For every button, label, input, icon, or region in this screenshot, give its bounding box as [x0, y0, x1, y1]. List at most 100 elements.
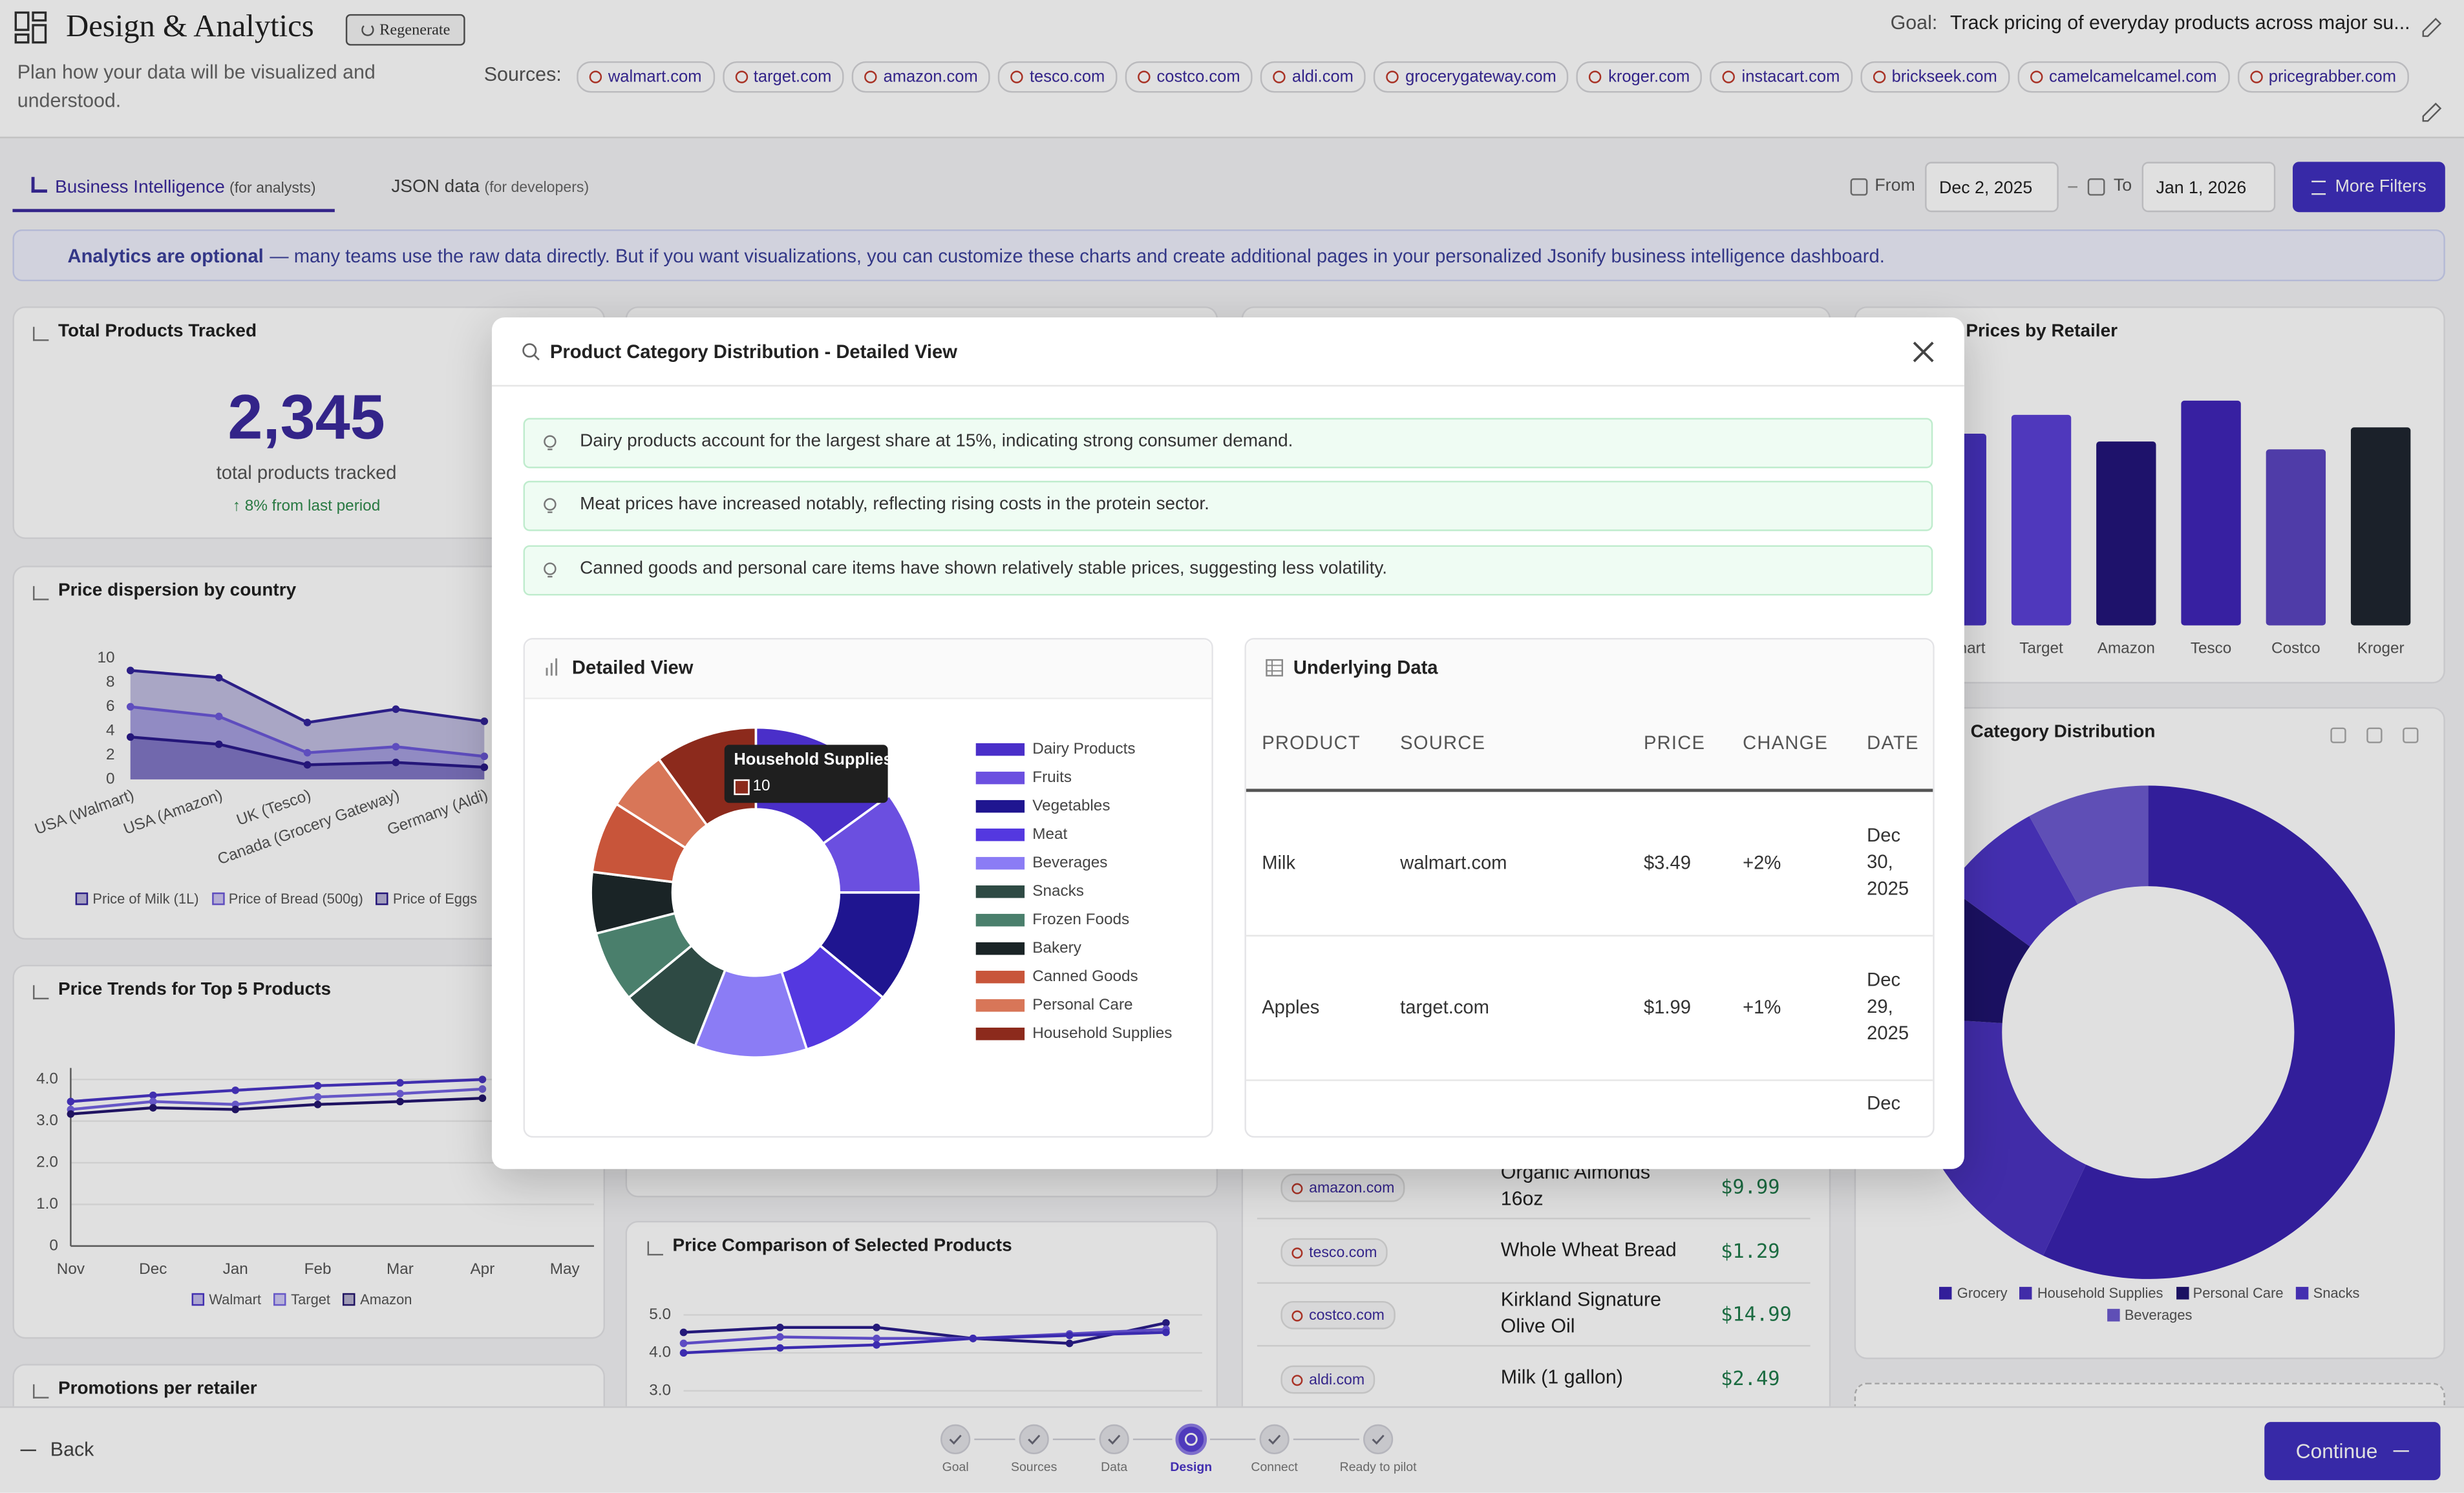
- source-pill[interactable]: tesco.com: [998, 61, 1118, 93]
- panel-title: Detailed View: [571, 656, 694, 679]
- source-icon: [2030, 70, 2043, 83]
- source-pill[interactable]: walmart.com: [577, 61, 714, 93]
- row-divider: [1257, 1345, 1811, 1347]
- legend-swatch: [2295, 1287, 2309, 1300]
- source-pill[interactable]: brickseek.com: [1860, 61, 2010, 93]
- card-title: Price dispersion by country: [58, 581, 297, 600]
- source-name: pricegrabber.com: [2268, 67, 2397, 87]
- continue-button[interactable]: Continue: [2264, 1422, 2441, 1481]
- insight-text: Dairy products account for the largest s…: [580, 432, 1293, 451]
- source-name: walmart.com: [608, 67, 702, 87]
- more-filters-button[interactable]: More Filters: [2293, 162, 2445, 213]
- legend-label: Beverages: [2124, 1307, 2193, 1324]
- table-cell: Apples: [1262, 996, 1320, 1019]
- to-date-input[interactable]: Jan 1, 2026: [2141, 162, 2276, 213]
- source-icon: [1138, 70, 1151, 83]
- legend-item[interactable]: Personal Care: [2175, 1286, 2284, 1301]
- table-body: Milk walmart.com $3.49 +2% Dec 30, 2025 Apple…: [1246, 792, 1933, 1136]
- continue-arrow: [2393, 1450, 2409, 1452]
- card-icon: [33, 985, 49, 1000]
- card-action-icon[interactable]: [2403, 727, 2419, 743]
- source-name: kroger.com: [1608, 67, 1690, 87]
- button-label: Back: [50, 1438, 94, 1461]
- legend-label: Amazon: [360, 1291, 412, 1308]
- source-pill[interactable]: target.com: [722, 61, 844, 93]
- source-icon: [1873, 70, 1885, 83]
- legend-item[interactable]: Beverages: [2107, 1308, 2192, 1323]
- row-divider: [1246, 1079, 1933, 1081]
- product-name: Milk (1 gallon): [1500, 1366, 1623, 1388]
- regenerate-button[interactable]: Regenerate: [345, 14, 465, 46]
- insight-box: [523, 418, 1933, 469]
- table-cell: target.com: [1400, 996, 1489, 1019]
- legend-item[interactable]: Amazon: [343, 1291, 412, 1308]
- card-icon: [33, 326, 49, 341]
- button-label: Regenerate: [379, 21, 451, 39]
- table-cell: +1%: [1743, 996, 1781, 1019]
- legend-label: Snacks: [2313, 1285, 2360, 1301]
- legend-swatch: [75, 892, 89, 905]
- source-pill[interactable]: tesco.com: [1280, 1238, 1388, 1267]
- source-pill[interactable]: camelcamelcamel.com: [2017, 61, 2230, 93]
- source-name: tesco.com: [1029, 67, 1105, 87]
- goal-label: Goal:: [1890, 12, 1938, 34]
- card-action-icon[interactable]: [2366, 727, 2383, 743]
- from-date-input[interactable]: Dec 2, 2025: [1925, 162, 2059, 213]
- source-pill[interactable]: amazon.com: [851, 61, 991, 93]
- legend-swatch: [2020, 1287, 2033, 1300]
- source-icon: [734, 70, 748, 83]
- card-icon: [647, 1241, 663, 1256]
- source-pill[interactable]: instacart.com: [1710, 61, 1853, 93]
- legend: Walmart Target Amazon: [191, 1291, 1135, 1308]
- legend-swatch: [2107, 1309, 2120, 1322]
- back-button[interactable]: Back: [20, 1438, 94, 1462]
- legend-item[interactable]: Walmart: [191, 1291, 261, 1308]
- banner-text: — many teams use the raw data directly. …: [270, 244, 1885, 267]
- source-pill[interactable]: costco.com: [1125, 61, 1253, 93]
- source-pill[interactable]: aldi.com: [1260, 61, 1366, 93]
- source-icon: [1386, 70, 1399, 83]
- table-cell: Milk: [1262, 851, 1296, 874]
- source-pill[interactable]: pricegrabber.com: [2237, 61, 2409, 93]
- source-pill[interactable]: aldi.com: [1280, 1365, 1376, 1394]
- legend-item[interactable]: Target: [273, 1291, 330, 1308]
- source-pill[interactable]: amazon.com: [1280, 1174, 1406, 1202]
- source-name: aldi.com: [1309, 1371, 1365, 1388]
- legend: Price of Milk (1L) Price of Bread (500g) P…: [75, 891, 1019, 907]
- legend: Grocery Household Supplies Personal Care Sn…: [1914, 1286, 2385, 1323]
- legend-swatch: [376, 892, 388, 905]
- tab-business-intelligence[interactable]: Business Intelligence (for analysts): [31, 176, 316, 200]
- kpi-value: 2,345: [228, 383, 385, 453]
- row-divider: [1257, 1282, 1811, 1284]
- insight-text: Canned goods and personal care items hav…: [580, 559, 1388, 578]
- source-name: aldi.com: [1291, 67, 1354, 87]
- source-pill[interactable]: grocerygateway.com: [1374, 61, 1569, 93]
- panel-header: [1246, 639, 1933, 699]
- source-name: tesco.com: [1309, 1244, 1377, 1261]
- source-name: brickseek.com: [1891, 67, 1997, 87]
- legend-item[interactable]: Household Supplies: [2020, 1286, 2163, 1301]
- page-title: Design & Analytics: [66, 9, 314, 45]
- source-icon: [2249, 70, 2263, 83]
- card-action-icon[interactable]: [2330, 727, 2346, 743]
- legend-item[interactable]: Price of Eggs: [376, 891, 477, 907]
- legend-item[interactable]: Snacks: [2295, 1285, 2360, 1301]
- product-price: $2.49: [1721, 1366, 1780, 1390]
- legend-item[interactable]: Grocery: [1940, 1286, 2008, 1301]
- source-icon: [1010, 70, 1024, 83]
- info-banner: Analytics are optional — many teams use t…: [12, 229, 2445, 282]
- legend-label: Grocery: [1957, 1285, 2008, 1301]
- table-cell: +2%: [1743, 851, 1781, 874]
- refresh-icon: [360, 23, 374, 36]
- legend-item[interactable]: Price of Bread (500g): [211, 891, 363, 907]
- source-pill[interactable]: kroger.com: [1577, 61, 1703, 93]
- legend-swatch: [343, 1293, 356, 1306]
- source-icon: [1291, 1309, 1303, 1321]
- legend-item[interactable]: Price of Milk (1L): [75, 891, 199, 907]
- tab-json[interactable]: JSON data (for developers): [383, 178, 589, 200]
- source-icon: [1291, 1247, 1303, 1258]
- legend-swatch: [2175, 1287, 2189, 1300]
- source-icon: [1291, 1182, 1303, 1194]
- source-pill[interactable]: costco.com: [1280, 1300, 1396, 1329]
- close-button[interactable]: [1905, 333, 1942, 370]
